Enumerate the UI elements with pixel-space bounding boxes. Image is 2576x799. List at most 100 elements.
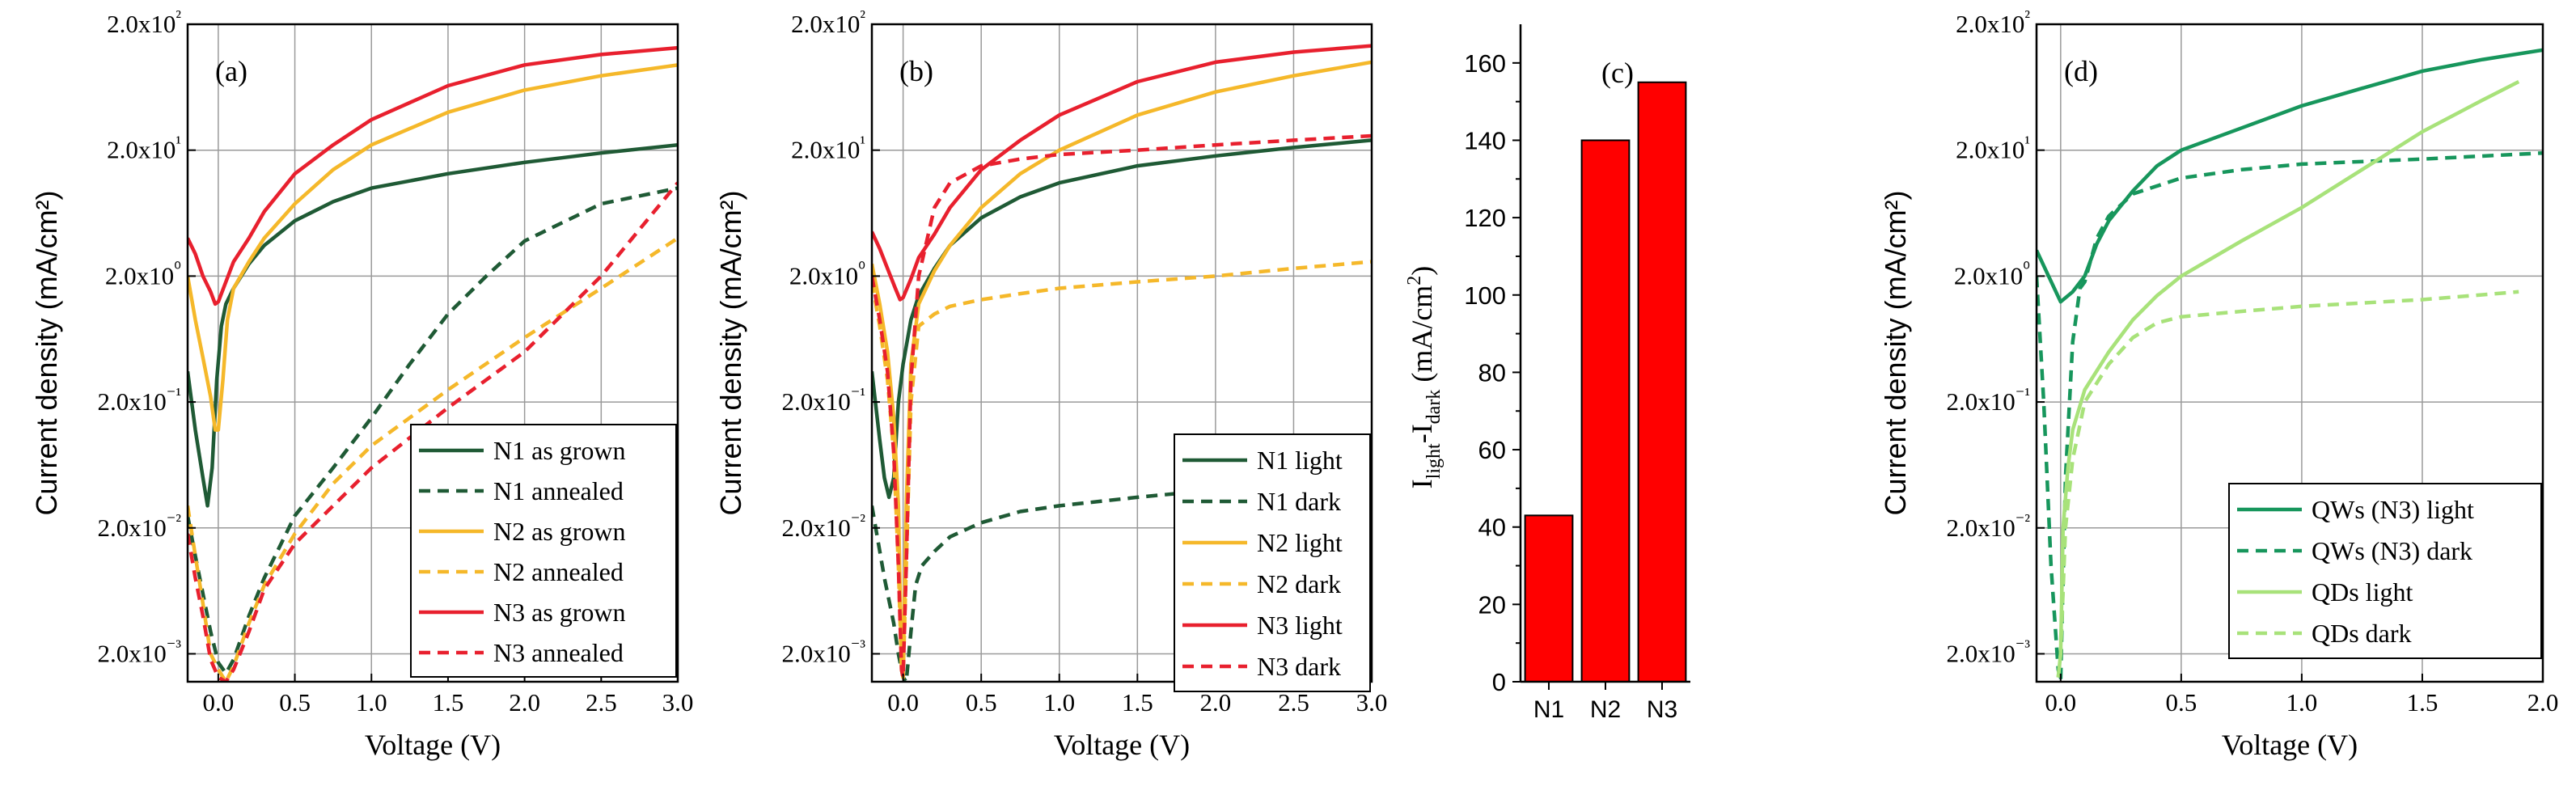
- panel-1: 0.0 0.5 1.0 1.5 2.0 2.5 3.02.0x10⁻³2.0x10⁻²2.0…: [714, 6, 1387, 761]
- series-group: [188, 45, 678, 682]
- tick-exponent: ²: [2024, 6, 2030, 27]
- y-tick-label: 2.0x10⁻¹: [98, 384, 181, 416]
- tick-base: 2.0x10: [782, 639, 851, 667]
- x-tick-label: 0.0: [887, 688, 919, 717]
- y-axis-label-part: (mA/cm: [1406, 285, 1438, 390]
- panel-0: 0.0 0.5 1.0 1.5 2.0 2.5 3.02.0x10⁻³2.0x10⁻²2.0…: [30, 6, 693, 761]
- y-axis-label: Current density (mA/cm²): [1879, 190, 1912, 515]
- tick-exponent: ⁻²: [851, 510, 866, 531]
- tick-base: 2.0x10: [791, 136, 860, 164]
- tick-exponent: ²: [860, 6, 865, 27]
- legend-entry: N3 as grown: [493, 598, 626, 627]
- legend: QWs (N3) light QWs (N3) dark QDs light QDs …: [2228, 483, 2542, 659]
- series-line-n3-annealed: [188, 181, 678, 682]
- legend-entry: N2 annealed: [493, 557, 624, 586]
- tick-base: 2.0x10: [791, 10, 860, 38]
- y-axis-label: Current density (mA/cm²): [714, 190, 747, 515]
- series-line-n2-as-grown: [188, 63, 678, 432]
- x-tick-label: N3: [1647, 696, 1677, 723]
- y-axis-label-part: dark: [1423, 390, 1445, 425]
- tick-exponent: ¹: [176, 133, 181, 153]
- y-axis-label-part: 2: [1404, 276, 1425, 285]
- tick-exponent: ²: [176, 6, 181, 27]
- y-tick-label: 2.0x10¹: [107, 133, 181, 164]
- x-tick-label: 2.5: [1278, 688, 1309, 717]
- tick-exponent: ¹: [860, 133, 865, 153]
- x-tick-label: 0.5: [279, 688, 311, 717]
- series-line-n1-dark: [872, 491, 1185, 682]
- x-tick-label: 3.0: [662, 688, 694, 717]
- x-tick-label: 2.0: [1200, 688, 1232, 717]
- x-tick-label: 0.5: [2165, 688, 2197, 717]
- tick-exponent: ⁻¹: [2016, 384, 2030, 404]
- tick-base: 2.0x10: [105, 261, 174, 290]
- tick-exponent: ⁻¹: [167, 384, 181, 404]
- tick-base: 2.0x10: [782, 514, 851, 542]
- legend-entry: N2 light: [1257, 528, 1343, 557]
- series-line-n2-annealed: [188, 236, 678, 682]
- x-tick-label: 1.0: [1043, 688, 1075, 717]
- panel-label: (b): [899, 55, 933, 87]
- y-tick-label: 2.0x10⁰: [1954, 258, 2030, 290]
- panel-3: 0.0 0.5 1.0 1.5 2.02.0x10⁻³2.0x10⁻²2.0x10⁻¹2…: [1879, 6, 2558, 761]
- y-tick-label: 0: [1492, 668, 1506, 696]
- y-tick-label: 2.0x10⁰: [789, 258, 865, 290]
- tick-exponent: ⁰: [2023, 258, 2030, 278]
- x-tick-label: N2: [1590, 696, 1621, 723]
- y-tick-label: 2.0x10¹: [791, 133, 865, 164]
- x-tick-label: 0.0: [203, 688, 235, 717]
- y-axis-label: Ilight-Idark (mA/cm2): [1404, 266, 1445, 489]
- tick-exponent: ⁻³: [167, 636, 182, 656]
- plot-frame: [870, 23, 1373, 683]
- legend-entry: N1 light: [1257, 446, 1343, 475]
- x-tick-label: N1: [1533, 696, 1564, 723]
- plot-frame: [2035, 23, 2544, 683]
- y-tick-label: 60: [1478, 436, 1506, 464]
- legend-box: [1174, 433, 1371, 692]
- series-line-qds-dark: [2056, 290, 2519, 678]
- tick-base: 2.0x10: [1947, 514, 2016, 542]
- x-tick-label: 2.0: [2527, 688, 2559, 717]
- y-tick-label: 140: [1464, 126, 1506, 154]
- y-tick-label: 160: [1464, 49, 1506, 78]
- y-tick-label: 2.0x10²: [1956, 6, 2030, 38]
- x-tick-label: 2.5: [586, 688, 617, 717]
- legend-entry: N2 dark: [1257, 569, 1341, 598]
- x-axis-label: Voltage (V): [365, 729, 501, 761]
- series-line-n3-light: [872, 44, 1372, 302]
- tick-exponent: ⁰: [858, 258, 865, 278]
- x-tick-label: 0.5: [966, 688, 997, 717]
- x-tick-label: 1.5: [1122, 688, 1153, 717]
- y-tick-label: 2.0x10⁻¹: [1947, 384, 2030, 416]
- legend-entry: N1 as grown: [493, 436, 626, 465]
- x-tick-label: 2.0: [509, 688, 540, 717]
- legend-entry: QDs dark: [2312, 619, 2412, 648]
- legend: N1 light N1 dark N2 light N2 dark N3 light N3…: [1174, 433, 1371, 692]
- y-tick-label: 2.0x10⁻³: [1947, 636, 2031, 667]
- bar-n2: [1580, 139, 1631, 683]
- y-axis-label-part: I: [1406, 479, 1438, 488]
- tick-exponent: ⁰: [174, 258, 181, 278]
- y-tick-label: 80: [1478, 358, 1506, 387]
- y-tick-label: 2.0x10²: [107, 6, 181, 38]
- series-line-n1-annealed: [188, 186, 678, 675]
- tick-base: 2.0x10: [98, 514, 167, 542]
- tick-exponent: ⁻³: [2016, 636, 2031, 656]
- series-line-n2-light: [872, 60, 1372, 679]
- series-line-n1-light: [872, 138, 1372, 500]
- legend: N1 as grown N1 annealed N2 as grown N2 anne…: [410, 424, 677, 678]
- legend-entry: N1 annealed: [493, 476, 624, 505]
- x-tick-label: 0.0: [2045, 688, 2076, 717]
- series-line-n3-dark: [872, 133, 1372, 679]
- bar-n1: [1524, 514, 1574, 683]
- series-group: [2037, 48, 2543, 682]
- legend-box: [2228, 483, 2542, 659]
- series-line-qds-light: [2056, 79, 2520, 678]
- y-tick-label: 2.0x10⁻²: [98, 510, 182, 542]
- y-tick-label: 2.0x10⁻²: [782, 510, 866, 542]
- panel-label: (d): [2064, 55, 2098, 87]
- tick-base: 2.0x10: [789, 261, 858, 290]
- tick-base: 2.0x10: [107, 136, 176, 164]
- panel-2: N1 N2 N3 0 20 40 60 80 100 120 140 160 Ilight-Idark …: [1404, 24, 1690, 723]
